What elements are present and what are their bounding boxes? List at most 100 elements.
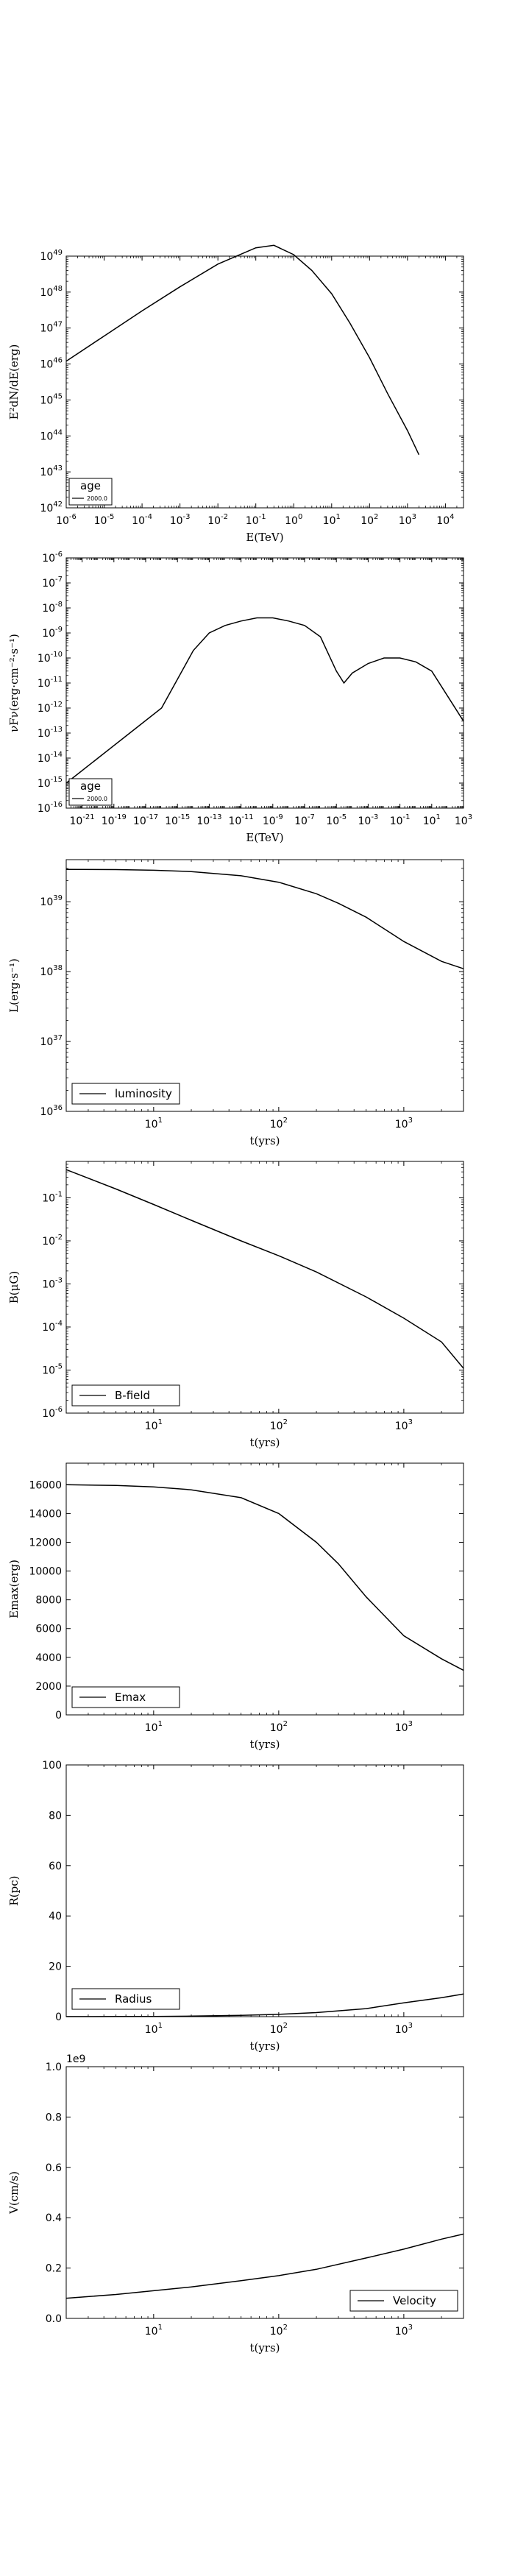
x-tick-label: 10-4 — [132, 513, 152, 527]
y-tick-label: 4000 — [35, 1652, 62, 1664]
y-tick-label: 1046 — [40, 357, 63, 371]
x-tick-label: 10-3 — [170, 513, 191, 527]
x-tick-label: 103 — [395, 1117, 413, 1130]
x-tick-label: 102 — [270, 2324, 288, 2338]
y-tick-label: 0 — [55, 2011, 62, 2023]
plot-frame — [65, 859, 464, 1112]
y-tick-label: 10-13 — [38, 726, 63, 740]
y-tick-label: 0.6 — [46, 2162, 62, 2174]
x-tick-label: 10-5 — [326, 813, 347, 827]
plot-frame — [65, 1462, 464, 1716]
legend-entry: 2000.0 — [87, 495, 107, 502]
y-tick-label: 1045 — [40, 392, 63, 406]
y-tick-label: 10-7 — [42, 576, 63, 590]
y-axis-label: R(pc) — [7, 1875, 21, 1906]
y-tick-label: 8000 — [35, 1595, 62, 1607]
axis-offset-text: 1e9 — [66, 2053, 85, 2065]
y-tick-label: 0.4 — [46, 2212, 62, 2224]
y-tick-label: 0.2 — [46, 2263, 62, 2275]
chart-radius: 101 102 103 0 20 40 60 80 100 t(yrs) R(pc) Radius — [7, 1760, 464, 2053]
legend-box — [68, 478, 113, 506]
x-tick-label: 10-5 — [94, 513, 115, 527]
x-tick-label: 103 — [395, 1418, 413, 1432]
legend-entry: Emax — [115, 1691, 146, 1704]
y-axis-label: E²dN/dE(erg) — [7, 344, 21, 420]
x-axis-label: t(yrs) — [249, 1436, 280, 1449]
y-tick-label: 2000 — [35, 1681, 62, 1693]
x-axis-label: t(yrs) — [249, 1134, 280, 1147]
x-tick-label: 102 — [270, 1418, 288, 1432]
chart-velocity: 101 102 103 0.0 0.2 0.4 0.6 0.8 1.0 1e9 t(yrs) V(cm… — [7, 2053, 464, 2354]
y-tick-label: 1038 — [40, 964, 63, 978]
y-tick-label: 10-11 — [38, 676, 63, 690]
y-tick-label: 1036 — [40, 1104, 63, 1118]
y-tick-label: 10-1 — [42, 1190, 63, 1204]
x-tick-label: 102 — [270, 1720, 288, 1734]
chart-nufnu: 10-21 10-19 10-17 10-15 10-13 10-11 10-9 10-7 10… — [7, 551, 472, 844]
y-tick-label: 10-15 — [38, 776, 63, 790]
x-tick-label: 10-13 — [196, 813, 221, 827]
x-tick-label: 101 — [323, 513, 341, 527]
plot-frame — [65, 1161, 464, 1414]
y-axis-label: L(erg·s⁻¹) — [7, 958, 21, 1013]
x-tick-label: 102 — [270, 1117, 288, 1130]
x-tick-label: 10-17 — [133, 813, 158, 827]
x-tick-label: 100 — [285, 513, 302, 527]
y-tick-label: 1037 — [40, 1034, 63, 1048]
y-tick-label: 1043 — [40, 464, 63, 478]
y-axis-label: B(μG) — [7, 1271, 21, 1303]
x-tick-label: 10-6 — [56, 513, 77, 527]
legend-entry: B-field — [115, 1389, 150, 1402]
x-tick-label: 10-15 — [165, 813, 190, 827]
y-tick-label: 16000 — [29, 1479, 62, 1491]
x-tick-label: 101 — [423, 813, 441, 827]
x-axis-label: E(TeV) — [246, 831, 283, 844]
y-tick-label: 10-3 — [42, 1276, 63, 1290]
series-line — [65, 244, 420, 456]
legend-entry: luminosity — [115, 1087, 172, 1100]
legend-box — [68, 778, 113, 806]
y-tick-label: 100 — [42, 1760, 62, 1772]
y-axis-label: V(cm/s) — [7, 2171, 21, 2215]
x-tick-label: 103 — [395, 2022, 413, 2036]
x-tick-label: 10-2 — [207, 513, 228, 527]
plot-frame — [65, 1764, 464, 2017]
y-tick-label: 12000 — [29, 1537, 62, 1549]
y-tick-label: 0.0 — [46, 2313, 62, 2325]
y-tick-label: 10-14 — [38, 751, 63, 765]
y-tick-label: 6000 — [35, 1624, 62, 1635]
x-axis-label: E(TeV) — [246, 531, 283, 544]
y-tick-label: 10-4 — [42, 1320, 63, 1334]
chart-luminosity: 101 102 103 1036 1037 1038 1039 t(yrs) L(erg·s⁻¹… — [7, 859, 464, 1147]
y-tick-label: 10-10 — [38, 651, 63, 665]
x-tick-label: 10-3 — [358, 813, 378, 827]
y-tick-label: 10-2 — [42, 1234, 63, 1248]
y-tick-label: 80 — [49, 1810, 62, 1822]
y-tick-label: 1047 — [40, 321, 63, 335]
x-tick-label: 101 — [145, 1418, 163, 1432]
series-line — [65, 868, 464, 969]
y-axis-label: Emax(erg) — [7, 1560, 21, 1618]
y-tick-label: 1048 — [40, 285, 63, 299]
x-tick-label: 101 — [145, 2324, 163, 2338]
x-tick-label: 10-19 — [102, 813, 127, 827]
x-tick-label: 10-11 — [229, 813, 254, 827]
x-axis-label: t(yrs) — [249, 2039, 280, 2053]
y-tick-label: 1049 — [40, 249, 63, 263]
legend-entry: Radius — [115, 1992, 152, 2006]
y-tick-label: 40 — [49, 1911, 62, 1922]
y-axis-label: νFν(erg·cm⁻²·s⁻¹) — [7, 634, 21, 732]
plot-frame — [65, 557, 464, 809]
y-tick-label: 10-6 — [42, 1406, 63, 1420]
x-tick-label: 10-7 — [294, 813, 315, 827]
x-tick-label: 103 — [395, 2324, 413, 2338]
x-tick-label: 104 — [436, 513, 454, 527]
plot-frame — [65, 255, 464, 509]
x-tick-label: 10-1 — [246, 513, 266, 527]
x-tick-label: 103 — [395, 1720, 413, 1734]
y-tick-label: 10000 — [29, 1566, 62, 1578]
x-tick-label: 101 — [145, 1720, 163, 1734]
x-tick-label: 103 — [399, 513, 416, 527]
y-tick-label: 10-12 — [38, 701, 63, 715]
